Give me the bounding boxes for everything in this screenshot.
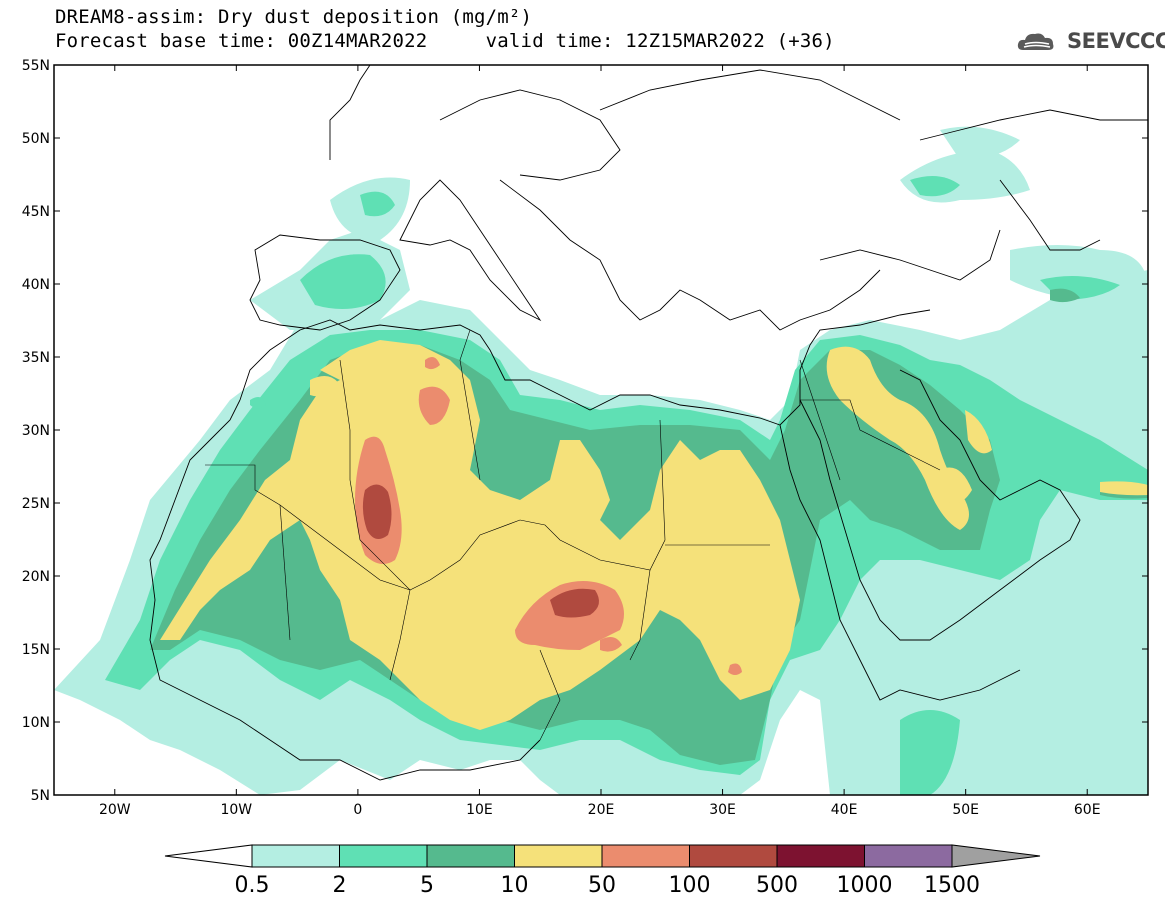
lat-label: 50N	[22, 131, 50, 147]
lat-label: 5N	[31, 788, 50, 804]
colorbar-label: 5	[420, 873, 434, 898]
colorbar: 0.5 2 5 10 50 100 500 1000 1500	[164, 844, 1041, 898]
coastlines	[149, 65, 1148, 781]
lat-label: 30N	[22, 423, 50, 439]
colorbar-swatch	[776, 844, 865, 868]
colorbar-swatch	[339, 844, 428, 868]
lat-label: 15N	[22, 642, 50, 658]
longitude-axis: 20W 10W 0 10E 20E 30E 40E 50E 60E	[99, 65, 1101, 818]
contour-100	[362, 484, 599, 618]
cloud-icon	[1017, 33, 1054, 50]
lat-label: 55N	[22, 58, 50, 74]
seevccc-logo	[1017, 33, 1054, 50]
lon-label: 50E	[952, 802, 979, 818]
lat-label: 35N	[22, 350, 50, 366]
lon-label: 0	[353, 802, 362, 818]
lon-label: 30E	[709, 802, 736, 818]
dust-field	[54, 65, 1148, 795]
lon-label: 40E	[831, 802, 858, 818]
colorbar-label: 100	[669, 873, 711, 898]
colorbar-label: 1000	[837, 873, 893, 898]
colorbar-under-arrow	[164, 844, 253, 868]
colorbar-swatch	[514, 844, 603, 868]
country-borders	[205, 329, 941, 741]
lat-label: 45N	[22, 204, 50, 220]
latitude-axis: 55N 50N 45N 40N 35N 30N 25N 20N 15N 10N 5N	[22, 58, 1148, 804]
lat-label: 20N	[22, 569, 50, 585]
lat-label: 40N	[22, 277, 50, 293]
colorbar-label: 10	[501, 873, 529, 898]
lat-label: 25N	[22, 496, 50, 512]
colorbar-swatch	[864, 844, 953, 868]
colorbar-swatch	[689, 844, 778, 868]
map-title: DREAM8-assim: Dry dust deposition (mg/m²…	[55, 6, 533, 28]
colorbar-label: 2	[333, 873, 347, 898]
colorbar-label: 500	[756, 873, 798, 898]
logo-text: SEEVCCC	[1067, 29, 1165, 53]
lon-label: 20W	[99, 802, 131, 818]
colorbar-over-arrow	[951, 844, 1041, 868]
colorbar-label: 0.5	[235, 873, 270, 898]
colorbar-swatch	[601, 844, 690, 868]
colorbar-label: 50	[588, 873, 616, 898]
lon-label: 10E	[466, 802, 493, 818]
lat-label: 10N	[22, 715, 50, 731]
lon-label: 20E	[588, 802, 615, 818]
colorbar-swatch	[251, 844, 340, 868]
lon-label: 10W	[220, 802, 252, 818]
colorbar-swatch	[426, 844, 515, 868]
lon-label: 60E	[1074, 802, 1101, 818]
forecast-time-line: Forecast base time: 00Z14MAR2022 valid t…	[55, 30, 835, 52]
colorbar-label: 1500	[924, 873, 980, 898]
